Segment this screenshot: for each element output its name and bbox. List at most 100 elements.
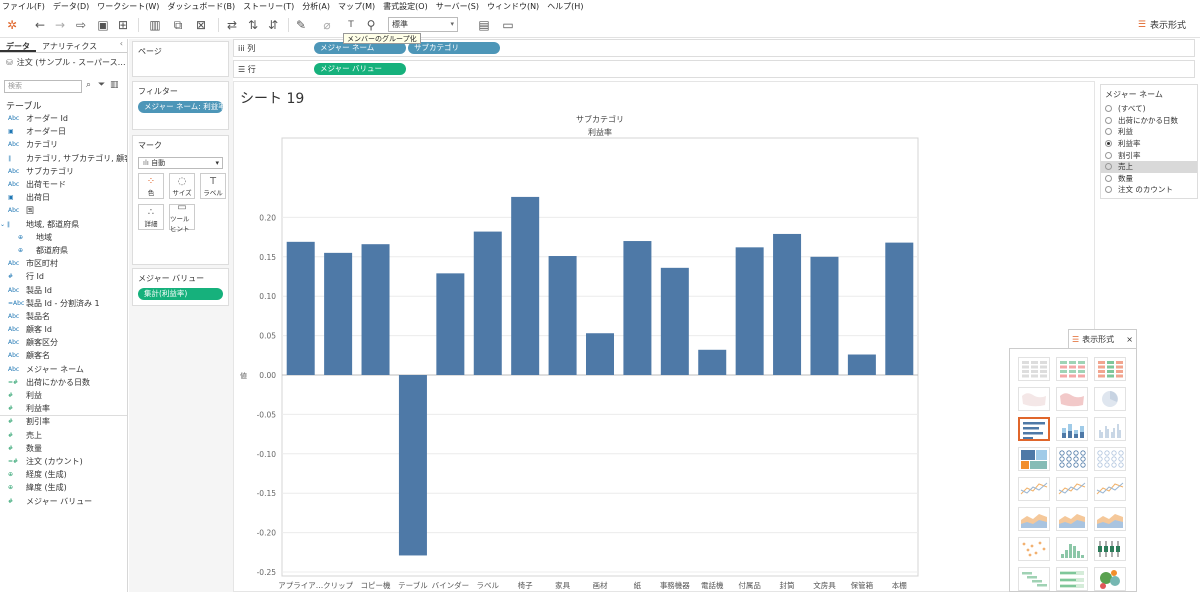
- field-item[interactable]: # 行 Id: [0, 270, 127, 283]
- field-item[interactable]: # 利益率: [0, 402, 127, 415]
- field-item[interactable]: ⊕ 都道府県: [0, 244, 127, 257]
- field-item[interactable]: Abc 製品 Id: [0, 283, 127, 296]
- column-pill-subcategory[interactable]: サブカテゴリ: [408, 42, 500, 54]
- save-icon[interactable]: ▣: [97, 18, 109, 32]
- show-me-circle-views-icon[interactable]: [1056, 447, 1088, 471]
- show-me-packed-bubbles-icon[interactable]: [1094, 567, 1126, 591]
- close-icon[interactable]: ×: [1126, 335, 1133, 344]
- show-cards-icon[interactable]: ▤: [478, 18, 490, 32]
- presentation-icon[interactable]: ▭: [502, 18, 514, 32]
- field-item[interactable]: Abc メジャー ネーム: [0, 363, 127, 376]
- filter-pill[interactable]: メジャー ネーム: 利益率: [138, 101, 223, 113]
- filter-option[interactable]: (すべて): [1101, 103, 1197, 115]
- bar-2[interactable]: [361, 244, 390, 375]
- menu-item-0[interactable]: ファイル(F): [2, 1, 45, 11]
- menu-item-9[interactable]: ウィンドウ(N): [486, 1, 540, 11]
- undo-icon[interactable]: ←: [34, 18, 46, 32]
- tableau-logo-icon[interactable]: ✲: [6, 18, 18, 32]
- field-item[interactable]: =# 出荷にかかる日数: [0, 376, 127, 389]
- field-item[interactable]: Abc サブカテゴリ: [0, 165, 127, 178]
- show-me-treemap-icon[interactable]: [1018, 447, 1050, 471]
- show-me-gantt-chart-icon[interactable]: [1018, 567, 1050, 591]
- menu-item-2[interactable]: ワークシート(W): [97, 1, 160, 11]
- field-item[interactable]: Abc 顧客区分: [0, 336, 127, 349]
- filter-option[interactable]: 売上: [1101, 160, 1197, 173]
- swap-icon[interactable]: ⇄: [226, 18, 238, 32]
- collapse-icon[interactable]: ‹: [119, 39, 123, 48]
- filter-option[interactable]: 数量: [1101, 173, 1197, 185]
- field-item[interactable]: ∥ カテゴリ, サブカテゴリ, 顧客区…: [0, 152, 127, 165]
- show-me-histogram-icon[interactable]: [1056, 537, 1088, 561]
- show-me-pie-chart-icon[interactable]: [1094, 387, 1126, 411]
- field-item[interactable]: Abc オーダー Id: [0, 112, 127, 125]
- pages-card[interactable]: ページ: [132, 41, 229, 77]
- field-item[interactable]: # 数量: [0, 442, 127, 455]
- clear-sheet-icon[interactable]: ⊠: [195, 18, 207, 32]
- show-me-scatter-plot-icon[interactable]: [1018, 537, 1050, 561]
- columns-shelf[interactable]: iii 列 メジャー ネーム サブカテゴリ: [233, 39, 1195, 57]
- show-me-horizontal-bars-icon[interactable]: [1018, 417, 1050, 441]
- bar-10[interactable]: [660, 267, 689, 375]
- new-worksheet-icon[interactable]: ▥: [149, 18, 161, 32]
- menu-item-8[interactable]: サーバー(S): [435, 1, 479, 11]
- sort-ascending-icon[interactable]: ⇅: [247, 18, 259, 32]
- sheet-title[interactable]: シート 19: [240, 91, 305, 107]
- field-item[interactable]: =# 注文 (カウント): [0, 455, 127, 468]
- field-item[interactable]: ⊕ 緯度 (生成): [0, 481, 127, 494]
- show-me-lines-discrete-icon[interactable]: [1056, 477, 1088, 501]
- field-item[interactable]: Abc カテゴリ: [0, 138, 127, 151]
- bar-11[interactable]: [698, 349, 727, 375]
- group-icon[interactable]: ⌀: [323, 18, 331, 32]
- column-pill-measure-names[interactable]: メジャー ネーム: [314, 42, 406, 54]
- bar-4[interactable]: [436, 273, 465, 375]
- tab-data[interactable]: データ: [0, 39, 36, 52]
- show-me-toolbar-button[interactable]: ☰ 表示形式: [1137, 19, 1186, 32]
- show-me-stacked-bars-icon[interactable]: [1056, 417, 1088, 441]
- field-item[interactable]: Abc 市区町村: [0, 257, 127, 270]
- search-icon[interactable]: ⌕: [86, 80, 92, 90]
- mark-button-4[interactable]: ▭ ツールヒント: [169, 202, 195, 233]
- redo-icon[interactable]: →: [54, 18, 66, 32]
- menu-item-5[interactable]: 分析(A): [302, 1, 330, 11]
- menu-item-4[interactable]: ストーリー(T): [243, 1, 295, 11]
- mark-button-3[interactable]: ∴ 詳細: [138, 204, 164, 230]
- field-item[interactable]: =Abc 製品 Id - 分割済み 1: [0, 297, 127, 310]
- bar-16[interactable]: [885, 242, 914, 375]
- show-me-dual-combination-icon[interactable]: [1094, 507, 1126, 531]
- bar-8[interactable]: [586, 333, 614, 375]
- bar-7[interactable]: [548, 256, 577, 375]
- show-me-highlight-table-icon[interactable]: [1094, 357, 1126, 381]
- field-item[interactable]: ⊕ 経度 (生成): [0, 468, 127, 481]
- bar-0[interactable]: [286, 241, 315, 375]
- field-item[interactable]: Abc 顧客 Id: [0, 323, 127, 336]
- show-me-filled-map-icon[interactable]: [1056, 387, 1088, 411]
- filter-option[interactable]: 注文 のカウント: [1101, 184, 1197, 196]
- filter-icon[interactable]: ⏷: [98, 80, 106, 90]
- menu-item-3[interactable]: ダッシュボード(B): [167, 1, 236, 11]
- filters-card[interactable]: フィルター メジャー ネーム: 利益率: [132, 81, 229, 130]
- show-me-lines-continuous-icon[interactable]: [1018, 477, 1050, 501]
- data-source-icon[interactable]: ⇨: [75, 18, 87, 32]
- row-pill-measure-values[interactable]: メジャー バリュー: [314, 63, 406, 75]
- label-icon[interactable]: T: [348, 20, 354, 30]
- show-me-side-by-side-circles-icon[interactable]: [1094, 447, 1126, 471]
- field-item[interactable]: # 利益: [0, 389, 127, 402]
- field-item[interactable]: Abc 出荷モード: [0, 178, 127, 191]
- show-me-dual-lines-icon[interactable]: [1094, 477, 1126, 501]
- bar-15[interactable]: [847, 354, 876, 375]
- show-me-bullet-graph-icon[interactable]: [1056, 567, 1088, 591]
- field-item[interactable]: # 売上: [0, 429, 127, 442]
- rows-shelf[interactable]: ☰ 行 メジャー バリュー: [233, 60, 1195, 78]
- menu-item-10[interactable]: ヘルプ(H): [547, 1, 584, 11]
- search-input[interactable]: 検索: [4, 80, 82, 93]
- field-item[interactable]: ⊕ 地域: [0, 231, 127, 244]
- mark-button-1[interactable]: ◌ サイズ: [169, 173, 195, 199]
- pin-icon[interactable]: ⚲: [366, 18, 376, 32]
- field-item[interactable]: # 割引率: [0, 415, 127, 428]
- field-item[interactable]: ▣ オーダー日: [0, 125, 127, 138]
- view-options-icon[interactable]: ▥: [110, 80, 119, 90]
- tab-analytics[interactable]: アナリティクス: [42, 42, 98, 51]
- bar-5[interactable]: [473, 231, 502, 375]
- bar-12[interactable]: [735, 247, 764, 375]
- bar-9[interactable]: [623, 241, 652, 375]
